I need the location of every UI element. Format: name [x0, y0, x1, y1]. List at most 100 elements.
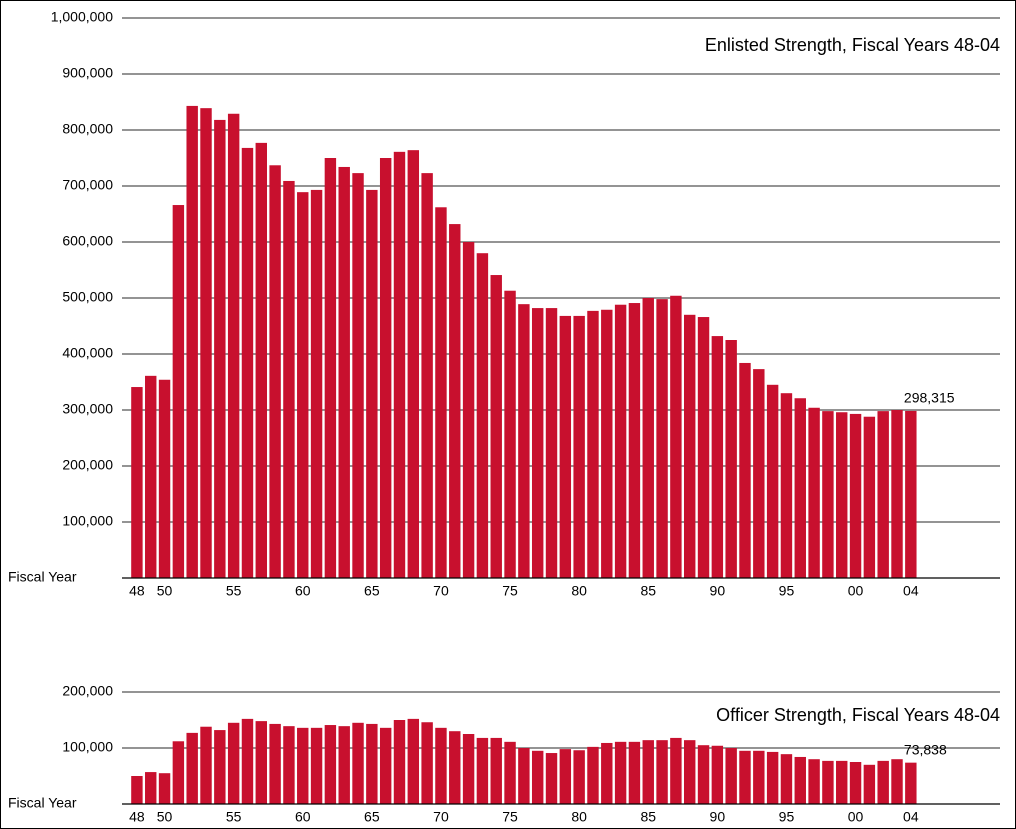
bar — [297, 727, 309, 804]
bar — [642, 740, 654, 804]
bar — [766, 751, 779, 804]
bar — [877, 411, 889, 578]
bar — [200, 108, 212, 578]
bar — [877, 760, 889, 804]
bar — [891, 410, 903, 578]
y-tick-label: 1,000,000 — [51, 9, 113, 25]
bar — [628, 303, 641, 578]
bar — [711, 745, 724, 804]
bar — [310, 189, 323, 579]
y-tick-label: 500,000 — [62, 289, 113, 305]
bar — [255, 721, 267, 804]
bar — [545, 308, 558, 578]
bar — [421, 173, 433, 578]
value-label: 298,315 — [904, 390, 955, 406]
bar — [794, 398, 806, 578]
x-tick-label: 85 — [640, 809, 656, 825]
bar — [504, 290, 516, 578]
bar — [697, 745, 710, 804]
bar — [172, 205, 185, 579]
bar — [518, 304, 530, 578]
y-tick-label: 100,000 — [62, 739, 113, 755]
bar — [849, 413, 862, 578]
y-tick-label: 100,000 — [62, 513, 113, 529]
chart-title: Enlisted Strength, Fiscal Years 48-04 — [705, 35, 1000, 55]
bar — [338, 726, 350, 804]
bar — [352, 722, 364, 804]
bar — [836, 412, 848, 578]
bar — [214, 730, 226, 804]
bar — [283, 180, 295, 578]
y-tick-label: 800,000 — [62, 121, 113, 137]
x-tick-label: 50 — [157, 583, 173, 599]
bar — [725, 748, 737, 804]
x-tick-label: 95 — [779, 583, 795, 599]
bar — [366, 189, 378, 579]
bar — [822, 411, 834, 578]
y-tick-label: 600,000 — [62, 233, 113, 249]
y-tick-label: 200,000 — [62, 457, 113, 473]
bar — [131, 776, 143, 804]
bar — [421, 722, 433, 804]
bar — [697, 317, 710, 578]
x-axis-label: Fiscal Year — [8, 795, 77, 811]
bar — [158, 773, 171, 804]
bar — [891, 759, 903, 804]
x-tick-label: 75 — [502, 809, 518, 825]
bar — [435, 727, 447, 804]
bar — [725, 340, 737, 578]
bar — [780, 754, 793, 804]
x-tick-label: 60 — [295, 809, 311, 825]
value-label: 73,838 — [904, 741, 947, 757]
bar — [739, 362, 751, 578]
bar — [670, 295, 682, 578]
bar — [642, 298, 654, 578]
x-tick-label: 60 — [295, 583, 311, 599]
bar — [905, 762, 917, 804]
bar — [379, 727, 392, 804]
bar — [241, 718, 254, 804]
bar — [587, 310, 599, 578]
y-tick-label: 200,000 — [62, 683, 113, 699]
bar — [145, 375, 157, 578]
bar — [227, 113, 240, 578]
bar — [297, 192, 309, 578]
bar — [227, 722, 240, 804]
bar — [822, 760, 834, 804]
bar — [269, 165, 281, 578]
bar — [739, 750, 751, 804]
bar — [449, 224, 461, 578]
x-tick-label: 48 — [129, 809, 145, 825]
bar — [186, 732, 198, 804]
y-tick-label: 700,000 — [62, 177, 113, 193]
x-tick-label: 90 — [710, 583, 726, 599]
bar — [545, 753, 558, 804]
y-tick-label: 400,000 — [62, 345, 113, 361]
x-tick-label: 80 — [571, 583, 587, 599]
bar — [379, 158, 392, 578]
bar — [145, 772, 157, 804]
bar — [531, 750, 544, 804]
bar — [836, 760, 848, 804]
bar — [131, 387, 143, 578]
bar — [587, 746, 599, 804]
x-tick-label: 04 — [903, 809, 919, 825]
bar — [863, 416, 876, 578]
bar — [601, 742, 613, 804]
bar — [214, 119, 226, 579]
x-tick-label: 95 — [779, 809, 795, 825]
bar — [352, 173, 364, 578]
bar — [628, 741, 641, 804]
bar — [670, 737, 682, 804]
bar — [476, 737, 489, 804]
bar — [656, 299, 668, 578]
bar — [573, 315, 585, 578]
bar — [366, 723, 378, 804]
bar — [753, 369, 765, 578]
bar — [283, 726, 295, 804]
bar — [531, 308, 544, 578]
x-tick-label: 00 — [848, 583, 864, 599]
x-tick-label: 90 — [710, 809, 726, 825]
chart-title: Officer Strength, Fiscal Years 48-04 — [716, 705, 1000, 725]
